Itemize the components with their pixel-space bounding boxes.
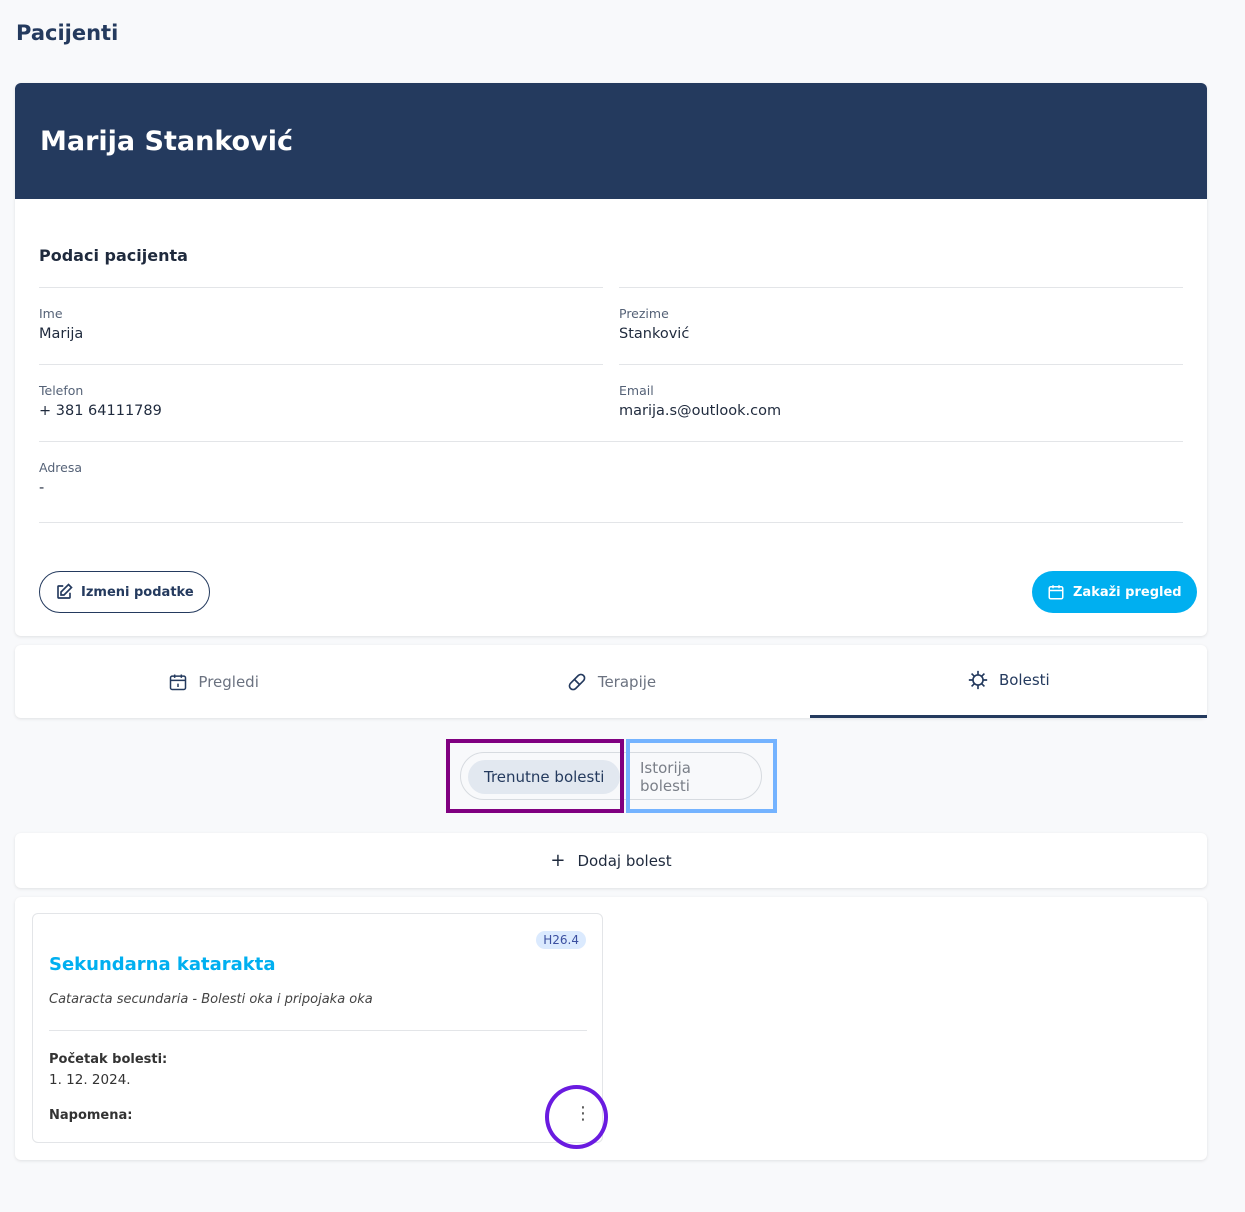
disease-history-button[interactable]: Istorija bolesti — [640, 759, 691, 795]
field-value: Marija — [39, 326, 84, 342]
field-value: - — [39, 480, 45, 496]
start-value: 1. 12. 2024. — [49, 1072, 131, 1088]
field-label: Prezime — [619, 306, 669, 321]
disease-list: H26.4 Sekundarna katarakta Cataracta sec… — [15, 897, 1207, 1160]
annotation-circle — [545, 1085, 608, 1149]
page-title: Pacijenti — [16, 21, 119, 45]
calendar-icon — [1048, 585, 1064, 600]
disease-filter-toggle: Trenutne bolesti Istorija bolesti — [460, 752, 762, 800]
patient-card: Marija Stanković Podaci pacijenta Ime Mar… — [15, 83, 1207, 636]
field-label: Telefon — [39, 383, 84, 398]
patient-name: Marija Stanković — [15, 83, 1207, 199]
disease-name[interactable]: Sekundarna katarakta — [49, 954, 276, 975]
field-first-name: Ime Marija — [39, 287, 603, 364]
plus-icon: + — [550, 850, 566, 871]
edit-patient-button[interactable]: Izmeni podatke — [39, 571, 210, 613]
tab-label: Terapije — [597, 672, 657, 691]
disease-description: Cataracta secundaria - Bolesti oka i pri… — [49, 992, 373, 1007]
field-value: + 381 64111789 — [39, 403, 162, 419]
field-phone: Telefon + 381 64111789 — [39, 364, 603, 441]
annotation-box-blue — [626, 739, 777, 813]
tab-bar: Pregledi Terapije Bolesti — [15, 645, 1207, 718]
schedule-label: Zakaži pregled — [1073, 584, 1182, 600]
tab-terapije[interactable]: Terapije — [412, 645, 809, 718]
field-value: marija.s@outlook.com — [619, 403, 782, 419]
divider — [49, 1030, 587, 1031]
edit-label: Izmeni podatke — [81, 584, 194, 600]
annotation-box-purple — [446, 739, 624, 813]
add-disease-button[interactable]: + Dodaj bolest — [15, 833, 1207, 888]
field-last-name: Prezime Stanković — [619, 287, 1183, 364]
field-value: Stanković — [619, 326, 690, 342]
pill-icon — [568, 673, 586, 690]
add-disease-label: Dodaj bolest — [577, 851, 672, 870]
tab-bolesti[interactable]: Bolesti — [809, 645, 1207, 718]
tab-label: Bolesti — [998, 671, 1050, 689]
section-title: Podaci pacijenta — [39, 246, 188, 265]
disease-card: H26.4 Sekundarna katarakta Cataracta sec… — [32, 913, 603, 1143]
tab-pregledi[interactable]: Pregledi — [15, 645, 412, 718]
field-address: Adresa - — [39, 441, 1183, 523]
calendar-icon — [170, 674, 187, 690]
note-label: Napomena: — [49, 1108, 133, 1123]
current-diseases-button[interactable]: Trenutne bolesti — [468, 760, 621, 794]
icd-code-badge: H26.4 — [536, 931, 586, 949]
field-email: Email marija.s@outlook.com — [619, 364, 1183, 441]
tab-label: Pregledi — [198, 672, 259, 691]
start-label: Početak bolesti: — [49, 1052, 168, 1067]
field-label: Email — [619, 383, 654, 398]
edit-icon — [57, 583, 73, 599]
schedule-appointment-button[interactable]: Zakaži pregled — [1032, 571, 1197, 613]
field-label: Adresa — [39, 460, 82, 475]
virus-icon — [968, 670, 988, 690]
field-label: Ime — [39, 306, 63, 321]
